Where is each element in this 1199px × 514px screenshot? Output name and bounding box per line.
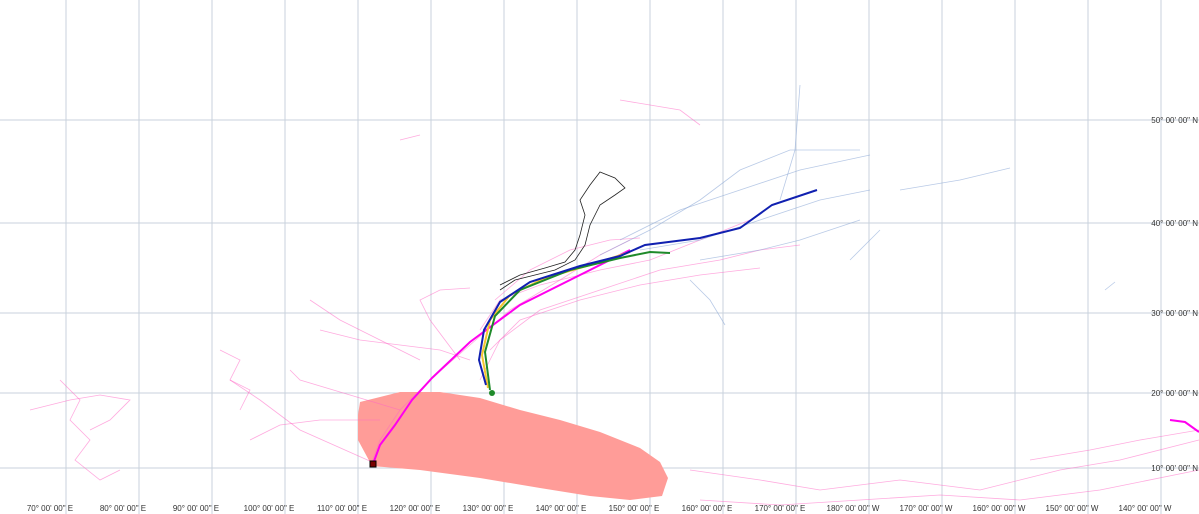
longitude-label: 70° 00' 00" E — [27, 504, 73, 513]
track-magenta-east — [1169, 419, 1199, 433]
longitude-label: 180° 00' 00" W — [827, 504, 880, 513]
longitude-label: 100° 00' 00" E — [244, 504, 295, 513]
longitude-label: 130° 00' 00" E — [463, 504, 514, 513]
longitude-label: 110° 00' 00" E — [317, 504, 367, 513]
longitude-label: 170° 00' 00" W — [900, 504, 953, 513]
longitude-label: 150° 00' 00" W — [1046, 504, 1099, 513]
track-magenta — [372, 249, 631, 465]
latitude-label: 20° 00' 00" N — [1151, 389, 1198, 398]
longitude-label: 160° 00' 00" E — [682, 504, 733, 513]
longitude-label: 140° 00' 00" W — [1119, 504, 1172, 513]
track-blue — [477, 189, 818, 386]
latitude-label: 30° 00' 00" N — [1151, 309, 1198, 318]
forecast-cone — [358, 392, 668, 500]
longitude-label: 90° 00' 00" E — [173, 504, 219, 513]
japan-coastline — [499, 171, 626, 291]
labels: 70° 00' 00" E 80° 00' 00" E 90° 00' 00" E 1… — [27, 116, 1198, 513]
track-green — [483, 250, 671, 391]
longitude-label: 170° 00' 00" E — [755, 504, 806, 513]
latitude-label: 10° 00' 00" N — [1151, 464, 1198, 473]
longitude-label: 160° 00' 00" W — [973, 504, 1026, 513]
longitude-label: 150° 00' 00" E — [609, 504, 660, 513]
latitude-label: 40° 00' 00" N — [1151, 219, 1198, 228]
storm-position — [489, 390, 495, 396]
longitude-label: 140° 00' 00" E — [536, 504, 587, 513]
longitude-label: 80° 00' 00" E — [100, 504, 146, 513]
origin-marker — [369, 460, 377, 468]
latitude-label: 50° 00' 00" N — [1151, 116, 1198, 125]
longitude-label: 120° 00' 00" E — [390, 504, 441, 513]
